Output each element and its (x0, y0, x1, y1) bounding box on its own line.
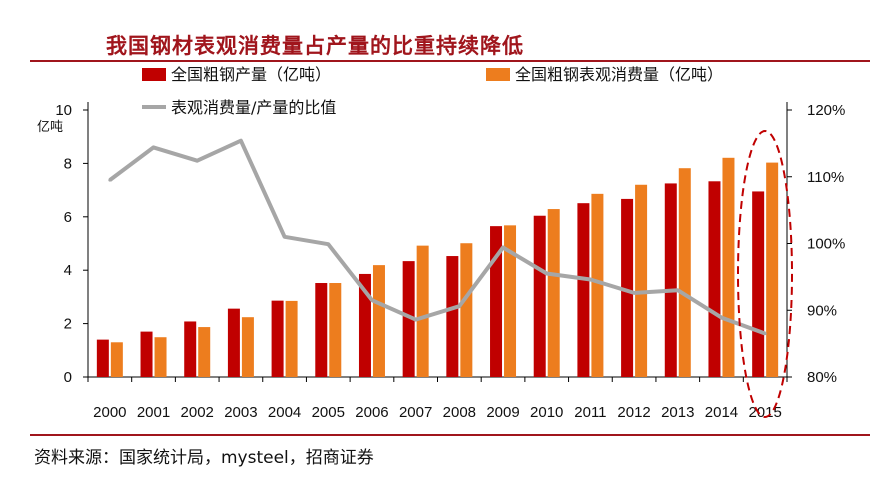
x-tick-label-2009: 2009 (486, 404, 519, 421)
bar-consumption-2009 (504, 225, 517, 377)
x-tick-label-2007: 2007 (399, 404, 432, 421)
ratio-point-2002 (195, 159, 199, 163)
bar-consumption-2011 (591, 193, 604, 377)
ratio-point-2009 (501, 246, 505, 250)
legend-swatch-consumption (486, 68, 510, 81)
right-tick-label: 100% (807, 236, 845, 253)
ratio-point-2000 (108, 178, 112, 182)
y-tick-labels: 0 2 4 6 8 10 80% 90% 100% 110% 120% (55, 102, 845, 386)
bar-consumption-2013 (678, 168, 691, 377)
left-tick-label: 10 (55, 102, 72, 119)
ratio-point-2011 (588, 278, 592, 282)
bar-consumption-2014 (722, 157, 735, 377)
left-tick-label: 0 (64, 369, 72, 386)
legend-label-ratio: 表观消费量/产量的比值 (171, 98, 336, 117)
highlight-ellipse-2015 (737, 130, 793, 418)
bar-consumption-2004 (285, 300, 298, 377)
legend-label-production: 全国粗钢产量（亿吨） (171, 65, 331, 84)
bar-production-2004 (271, 300, 284, 377)
ratio-point-2003 (239, 139, 243, 143)
bar-production-2015 (752, 191, 765, 377)
bar-consumption-2010 (547, 209, 560, 377)
bar-production-2007 (402, 261, 415, 377)
left-tick-label: 8 (64, 155, 72, 172)
left-tick-label: 2 (64, 316, 72, 333)
legend: 全国粗钢产量（亿吨） 全国粗钢表观消费量（亿吨） 表观消费量/产量的比值 (142, 65, 723, 117)
source-note: 资料来源：国家统计局，mysteel，招商证券 (34, 448, 374, 468)
ratio-series-line (108, 138, 766, 336)
x-tick-label-2010: 2010 (530, 404, 563, 421)
ratio-point-2015 (763, 332, 767, 336)
left-tick-label: 4 (64, 262, 72, 279)
ratio-point-2007 (414, 318, 418, 322)
bar-production-2008 (446, 256, 459, 377)
ratio-point-2010 (545, 272, 549, 276)
legend-swatch-production (142, 68, 166, 81)
bar-production-2012 (621, 198, 634, 377)
x-tick-label-2015: 2015 (748, 404, 781, 421)
bar-production-2001 (140, 331, 153, 377)
legend-label-consumption: 全国粗钢表观消费量（亿吨） (515, 65, 723, 84)
ratio-point-2013 (676, 288, 680, 292)
bar-production-2013 (664, 183, 677, 377)
x-tick-label-2008: 2008 (443, 404, 476, 421)
bar-production-2014 (708, 181, 721, 377)
chart-title: 我国钢材表观消费量占产量的比重持续降低 (106, 33, 524, 58)
x-tick-label-2002: 2002 (181, 404, 214, 421)
right-tick-label: 120% (807, 102, 845, 119)
bar-consumption-2008 (460, 243, 473, 377)
x-tick-label-2003: 2003 (224, 404, 257, 421)
bar-consumption-2012 (635, 184, 648, 377)
bar-production-2011 (577, 203, 590, 377)
bar-consumption-2015 (766, 162, 779, 377)
ratio-point-2008 (457, 304, 461, 308)
x-tick-label-2004: 2004 (268, 404, 301, 421)
x-tick-label-2000: 2000 (93, 404, 126, 421)
x-tick-label-2012: 2012 (617, 404, 650, 421)
x-tick-label-2006: 2006 (355, 404, 388, 421)
ratio-line (108, 138, 767, 336)
x-tick-label-2005: 2005 (312, 404, 345, 421)
bar-consumption-2003 (241, 317, 254, 377)
right-tick-label: 80% (807, 369, 837, 386)
bar-production-2010 (533, 215, 546, 377)
title-rule (30, 60, 870, 62)
bar-consumption-2007 (416, 245, 429, 377)
ratio-point-2005 (326, 242, 330, 246)
bar-consumption-2002 (198, 327, 211, 377)
right-tick-label: 90% (807, 302, 837, 319)
bar-production-2000 (96, 339, 109, 377)
x-tick-label-2011: 2011 (574, 404, 606, 421)
source-rule (30, 434, 870, 436)
bar-production-2002 (184, 321, 197, 377)
ratio-point-2006 (370, 298, 374, 302)
bar-consumption-2000 (110, 342, 123, 377)
bar-consumption-2006 (372, 265, 385, 377)
x-tick-label-2013: 2013 (661, 404, 694, 421)
bars (96, 157, 779, 377)
bar-production-2005 (315, 283, 328, 377)
bar-production-2006 (358, 273, 371, 377)
ratio-point-2004 (283, 235, 287, 239)
ratio-point-2014 (719, 316, 723, 320)
right-tick-label: 110% (807, 169, 844, 186)
x-tick-labels: 2000 2001 2002 2003 2004 2005 2006 2007 2008 2009… (93, 404, 782, 421)
x-tick-label-2001: 2001 (137, 404, 170, 421)
bar-consumption-2001 (154, 337, 167, 377)
ratio-point-2012 (632, 291, 636, 295)
left-axis-unit: 亿吨 (37, 120, 63, 135)
ratio-point-2001 (152, 145, 156, 149)
bar-consumption-2005 (329, 283, 342, 377)
x-tick-label-2014: 2014 (705, 404, 738, 421)
bar-production-2003 (227, 308, 240, 377)
left-tick-label: 6 (64, 209, 72, 226)
